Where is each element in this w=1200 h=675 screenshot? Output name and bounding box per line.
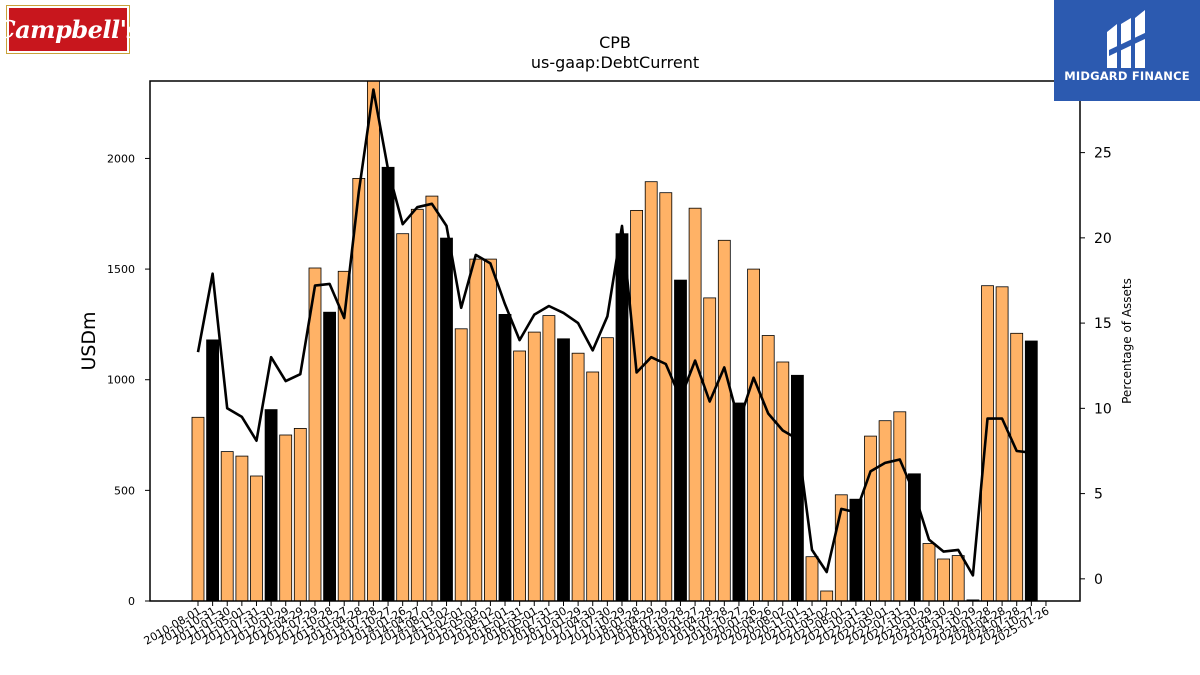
plot-frame [149, 80, 1081, 602]
bar-2021-10-31 [849, 498, 863, 602]
bar-2017-04-30 [586, 371, 600, 602]
y2-tick-label-15: 15 [1094, 316, 1112, 332]
y-tick-label-1000: 1000 [107, 374, 135, 387]
y2-tick-label-0: 0 [1094, 572, 1103, 588]
y-tick-label-500: 500 [114, 484, 135, 497]
midgard-finance-logo-text: MIDGARD FINANCE [1064, 69, 1190, 83]
bar-2010-08-01 [191, 416, 205, 602]
bar-2024-04-28 [995, 286, 1009, 602]
bar-2016-07-31 [542, 315, 556, 602]
bar-2022-05-01 [878, 420, 892, 602]
bar-2019-10-27 [732, 402, 746, 602]
bar-2012-10-28 [323, 311, 337, 602]
y-tick-label-1500: 1500 [107, 263, 135, 276]
bar-2011-10-30 [264, 409, 278, 602]
bar-2023-04-30 [937, 558, 950, 602]
bar-2022-07-31 [893, 411, 907, 602]
percentage-line [196, 88, 1032, 577]
bar-2021-05-02 [820, 590, 834, 602]
bar-2019-04-28 [703, 297, 717, 602]
bar-2014-11-02 [440, 237, 453, 602]
campbells-logo-text: Campbell's [0, 15, 140, 44]
bar-2012-01-29 [279, 434, 293, 602]
midgard-finance-logo: MIDGARD FINANCE [1054, 0, 1200, 101]
bar-2022-01-30 [864, 435, 877, 602]
bar-2010-10-31 [206, 339, 220, 602]
bar-2024-01-28 [981, 285, 994, 602]
bar-2013-10-27 [381, 166, 395, 602]
bar-2019-01-27 [688, 207, 702, 602]
bar-2021-01-31 [805, 556, 819, 602]
bar-2015-05-03 [469, 258, 483, 602]
bar-2018-01-28 [630, 209, 643, 602]
bar-2014-08-03 [425, 195, 439, 602]
bar-2013-04-28 [352, 177, 366, 602]
bar-2013-01-27 [337, 270, 351, 602]
bar-2019-07-28 [717, 239, 731, 602]
bar-2013-07-28 [366, 80, 380, 602]
bar-2015-08-02 [483, 258, 497, 602]
bar-2011-01-30 [220, 451, 234, 602]
chart-subtitle: us-gaap:DebtCurrent [531, 53, 699, 72]
y2-tick-label-20: 20 [1094, 231, 1112, 247]
bar-2011-07-31 [250, 475, 263, 602]
bar-2016-05-01 [527, 331, 541, 602]
y2-tick-label-10: 10 [1094, 401, 1112, 417]
bar-2020-04-26 [761, 335, 775, 602]
campbells-logo: Campbell's [0, 5, 140, 54]
bar-2020-01-26 [747, 268, 760, 602]
y-axis-label: USDm [78, 311, 100, 370]
y2-axis-label: Percentage of Assets [1120, 278, 1134, 404]
bar-2017-10-29 [615, 233, 629, 602]
bar-2018-07-29 [659, 192, 673, 602]
bar-2011-05-01 [235, 455, 249, 602]
y2-tick-label-5: 5 [1094, 487, 1103, 503]
chart-title: CPB [599, 33, 631, 52]
bar-2014-04-27 [410, 208, 424, 602]
bar-2018-10-28 [674, 279, 687, 602]
bar-2020-11-01 [791, 374, 804, 602]
bar-2024-07-28 [1010, 332, 1024, 602]
bar-2014-01-26 [396, 233, 410, 602]
bar-2015-11-01 [498, 313, 512, 602]
midgard-mark-icon [1107, 10, 1147, 68]
bar-2016-10-30 [557, 338, 570, 602]
bar-2012-04-29 [293, 427, 307, 602]
bar-2017-01-29 [571, 352, 585, 602]
y-tick-label-0: 0 [128, 595, 135, 608]
bar-2023-01-29 [922, 543, 936, 602]
bar-2023-07-30 [951, 555, 965, 602]
bar-2017-07-30 [601, 337, 614, 602]
bar-2018-04-29 [644, 181, 658, 602]
bar-2024-10-27 [1024, 340, 1038, 602]
bar-2015-02-01 [454, 328, 468, 602]
y2-tick-label-25: 25 [1094, 146, 1112, 162]
bar-2016-01-31 [513, 350, 526, 602]
y-tick-label-2000: 2000 [107, 152, 135, 165]
bar-2020-08-02 [776, 361, 790, 602]
